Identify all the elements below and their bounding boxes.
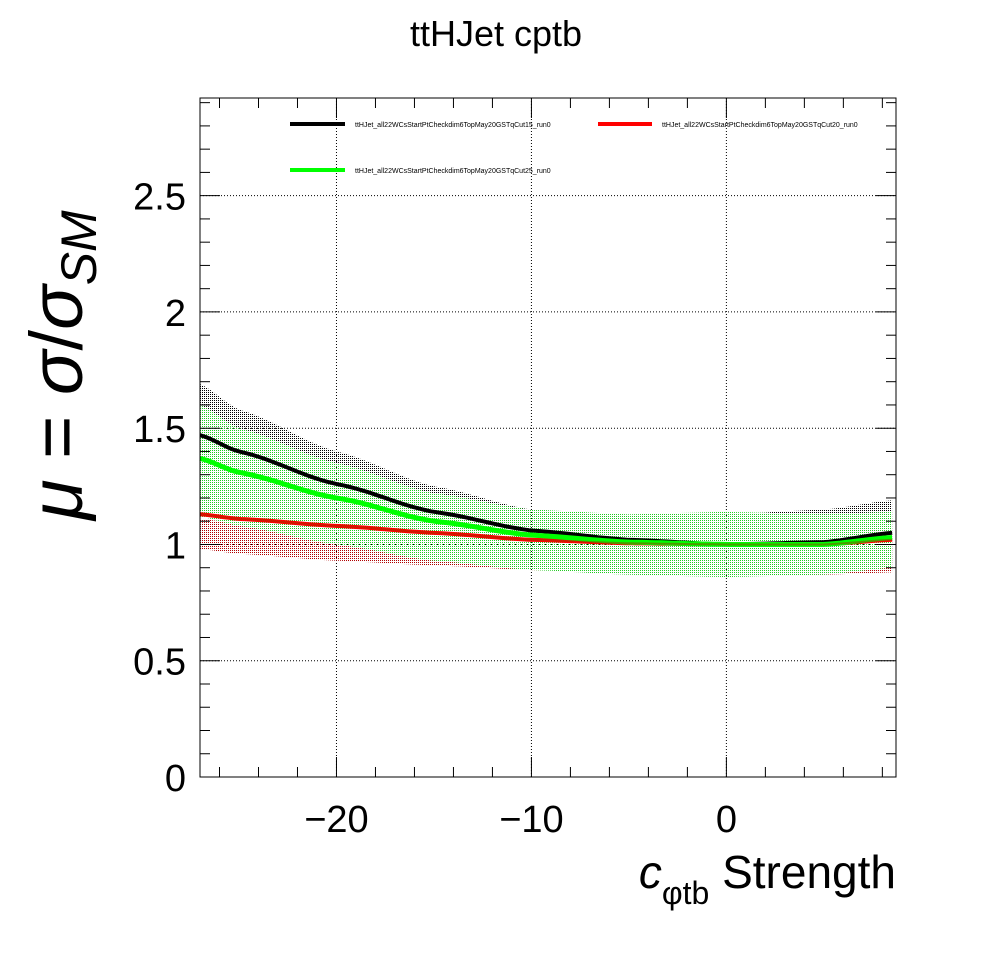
y-tick-label: 1.5 <box>133 409 186 451</box>
x-tick-label: −20 <box>304 799 368 841</box>
x-label-var: c <box>639 846 662 898</box>
y-tick-label: 0 <box>165 758 186 800</box>
y-tick-label: 2 <box>165 293 186 335</box>
legend-label-cut20: ttHJet_all22WCsStartPtCheckdim6TopMay20G… <box>662 122 858 129</box>
legend-label-cut25: ttHJet_all22WCsStartPtCheckdim6TopMay20G… <box>355 168 551 175</box>
y-tick-label: 1 <box>165 525 186 567</box>
legend-label-cut15: ttHJet_all22WCsStartPtCheckdim6TopMay20G… <box>355 122 551 129</box>
y-axis-label: μ = σ/σSM <box>15 210 107 522</box>
axis-ticks <box>200 98 896 778</box>
uncertainty-bands <box>200 384 893 577</box>
plot-frame <box>199 97 897 778</box>
y-tick-label: 0.5 <box>133 642 186 684</box>
y-label-eq: = <box>15 395 98 479</box>
x-label-sub: φtb <box>662 875 709 911</box>
y-tick-label: 2.5 <box>133 177 186 219</box>
y-label-slash: / <box>15 329 98 350</box>
y-label-mu: μ <box>15 479 98 522</box>
band-series-2 <box>200 404 893 577</box>
legend: ttHJet_all22WCsStartPtCheckdim6TopMay20G… <box>290 122 858 175</box>
chart-title: ttHJet cptb <box>410 13 582 54</box>
series-lines <box>199 433 893 547</box>
y-label-sub: SM <box>51 210 107 285</box>
svg-text:μ = σ/σSM: μ = σ/σSM <box>15 210 107 522</box>
grid <box>200 98 896 777</box>
x-tick-label: 0 <box>716 799 737 841</box>
x-tick-labels: −20 −10 0 <box>304 799 737 841</box>
line-series-1-overlay <box>199 513 893 546</box>
x-tick-label: −10 <box>499 799 563 841</box>
y-tick-labels: 0 0.5 1 1.5 2 2.5 <box>133 177 186 800</box>
x-axis-label: cφtb Strength <box>639 846 896 911</box>
y-label-sigma-sm: σ <box>15 283 98 330</box>
y-label-sigma: σ <box>15 348 98 395</box>
x-label-suffix: Strength <box>709 846 896 898</box>
